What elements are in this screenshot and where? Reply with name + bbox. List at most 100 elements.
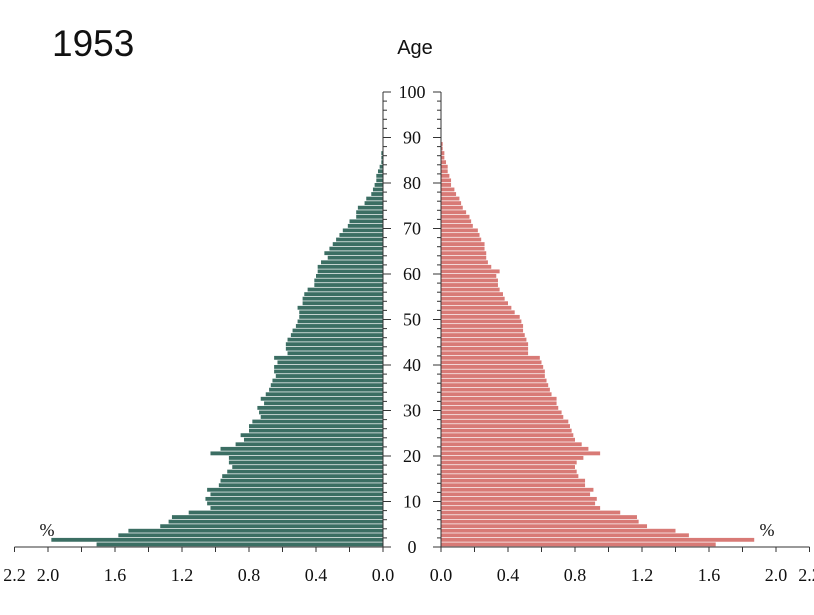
left-bar	[118, 533, 383, 538]
right-bar	[441, 437, 575, 442]
right-bar	[441, 287, 500, 292]
age-tick-label: 80	[403, 173, 421, 193]
left-bar	[297, 319, 383, 324]
age-tick-label: 100	[399, 82, 426, 102]
right-x-tick-label: 0.0	[430, 565, 453, 585]
right-bar	[441, 424, 570, 428]
left-bar	[220, 446, 383, 451]
left-bar	[171, 515, 383, 519]
left-bar	[128, 528, 383, 533]
left-bar	[260, 415, 383, 419]
right-bar	[441, 478, 586, 483]
left-bar	[265, 392, 383, 397]
right-bar	[441, 492, 591, 497]
right-bar	[441, 223, 473, 228]
chart-title: 1953	[52, 23, 134, 64]
right-bar	[441, 442, 582, 447]
right-bar	[441, 324, 524, 328]
left-bar	[205, 496, 383, 501]
right-bar	[441, 233, 480, 237]
left-bar	[51, 537, 383, 542]
right-bar	[441, 369, 545, 374]
left-bar	[168, 519, 383, 524]
left-bar	[228, 460, 383, 465]
right-bar	[441, 301, 508, 306]
right-series-bars	[441, 142, 755, 547]
age-tick-label: 10	[403, 492, 421, 512]
right-bar	[441, 496, 597, 501]
right-x-tick-label: 0.8	[564, 565, 587, 585]
right-bar	[441, 365, 544, 369]
left-bar	[356, 214, 383, 219]
left-bar	[218, 483, 383, 488]
right-bar	[441, 456, 584, 460]
age-tick-label: 60	[403, 264, 421, 284]
left-bar	[210, 492, 383, 497]
right-bar	[441, 160, 447, 165]
left-bar	[274, 365, 383, 369]
left-bar	[377, 169, 383, 174]
left-bar	[227, 469, 383, 474]
left-x-tick-label: 0.4	[305, 565, 328, 585]
left-bar	[381, 151, 383, 155]
right-bar	[441, 296, 505, 301]
left-bar	[339, 233, 383, 237]
right-bar	[441, 469, 577, 474]
left-bar	[299, 310, 383, 315]
right-bar	[441, 342, 529, 347]
right-bar	[441, 237, 482, 242]
left-bar	[379, 164, 383, 169]
right-bar	[441, 173, 450, 178]
right-bar	[441, 537, 755, 542]
left-bar	[207, 501, 383, 506]
right-bar	[441, 410, 562, 415]
right-x-tick-label: 2.0	[765, 565, 788, 585]
left-bar	[228, 456, 383, 460]
right-bar	[441, 383, 549, 388]
right-bar	[441, 405, 559, 410]
right-bar	[441, 465, 575, 469]
right-bar	[441, 142, 443, 146]
left-bar	[332, 242, 383, 246]
left-bar	[232, 465, 383, 469]
right-bar	[441, 401, 557, 406]
right-bar	[441, 378, 547, 383]
left-bar	[307, 287, 383, 292]
left-bar	[272, 378, 383, 383]
left-bar	[299, 314, 383, 319]
left-bar	[314, 278, 383, 283]
right-bar	[441, 319, 522, 324]
left-bar	[285, 342, 383, 347]
left-bar	[336, 237, 383, 242]
right-bar	[441, 515, 637, 519]
right-bar	[441, 396, 557, 401]
right-bar	[441, 169, 448, 174]
age-tick-label: 0	[408, 537, 417, 557]
left-bar	[275, 374, 383, 378]
right-bar	[441, 314, 520, 319]
right-bar	[441, 510, 621, 515]
left-bar	[188, 510, 383, 515]
right-bar	[441, 474, 579, 479]
left-bar	[257, 405, 383, 410]
right-bar	[441, 337, 527, 342]
right-bar	[441, 310, 515, 315]
left-bar	[269, 387, 383, 392]
left-x-tick-label: 0.0	[372, 565, 395, 585]
left-unit-label: %	[40, 520, 55, 540]
left-bar	[207, 487, 383, 492]
left-bar	[371, 192, 383, 196]
right-bar	[441, 283, 498, 287]
right-bar	[441, 374, 545, 378]
left-bar	[374, 183, 383, 187]
left-bar	[249, 424, 383, 428]
right-x-tick-label: 1.6	[698, 565, 721, 585]
left-bar	[329, 246, 383, 251]
right-bar	[441, 246, 485, 251]
right-bar	[441, 506, 601, 510]
right-bar	[441, 387, 550, 392]
right-bar	[441, 205, 463, 210]
left-bar	[274, 355, 383, 360]
age-tick-label: 40	[403, 355, 421, 375]
